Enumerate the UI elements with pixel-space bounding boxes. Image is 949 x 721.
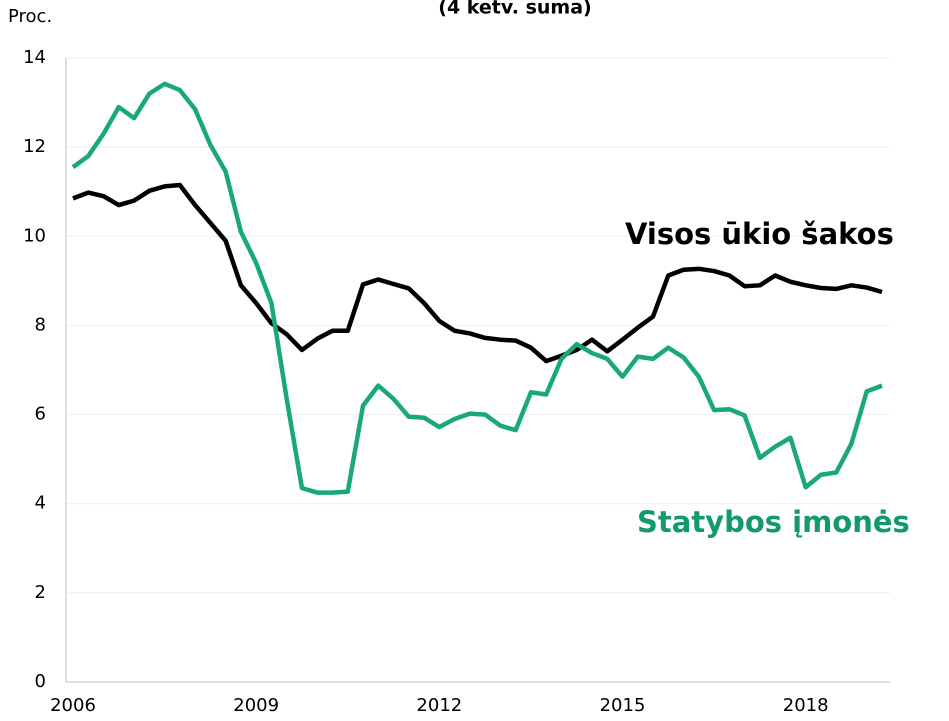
y-tick-label: 2 — [35, 582, 46, 603]
y-tick-label: 10 — [23, 225, 46, 246]
x-tick-label: 2018 — [783, 695, 829, 716]
series-label: Statybos įmonės — [637, 505, 910, 539]
y-axis-label: Proc. — [8, 6, 52, 27]
y-tick-label: 6 — [35, 404, 46, 425]
series-label: Visos ūkio šakos — [625, 217, 894, 251]
y-tick-label: 0 — [35, 671, 46, 692]
x-tick-label: 2012 — [416, 695, 462, 716]
chart-title: (4 ketv. suma) — [438, 0, 591, 19]
y-tick-label: 14 — [23, 47, 46, 68]
y-tick-label: 12 — [23, 136, 46, 157]
x-tick-label: 2006 — [50, 695, 96, 716]
x-tick-label: 2009 — [233, 695, 279, 716]
line-series — [72, 182, 883, 364]
y-tick-label: 8 — [35, 314, 46, 335]
x-tick-label: 2015 — [600, 695, 646, 716]
y-tick-label: 4 — [35, 493, 46, 514]
line-series — [71, 81, 883, 495]
